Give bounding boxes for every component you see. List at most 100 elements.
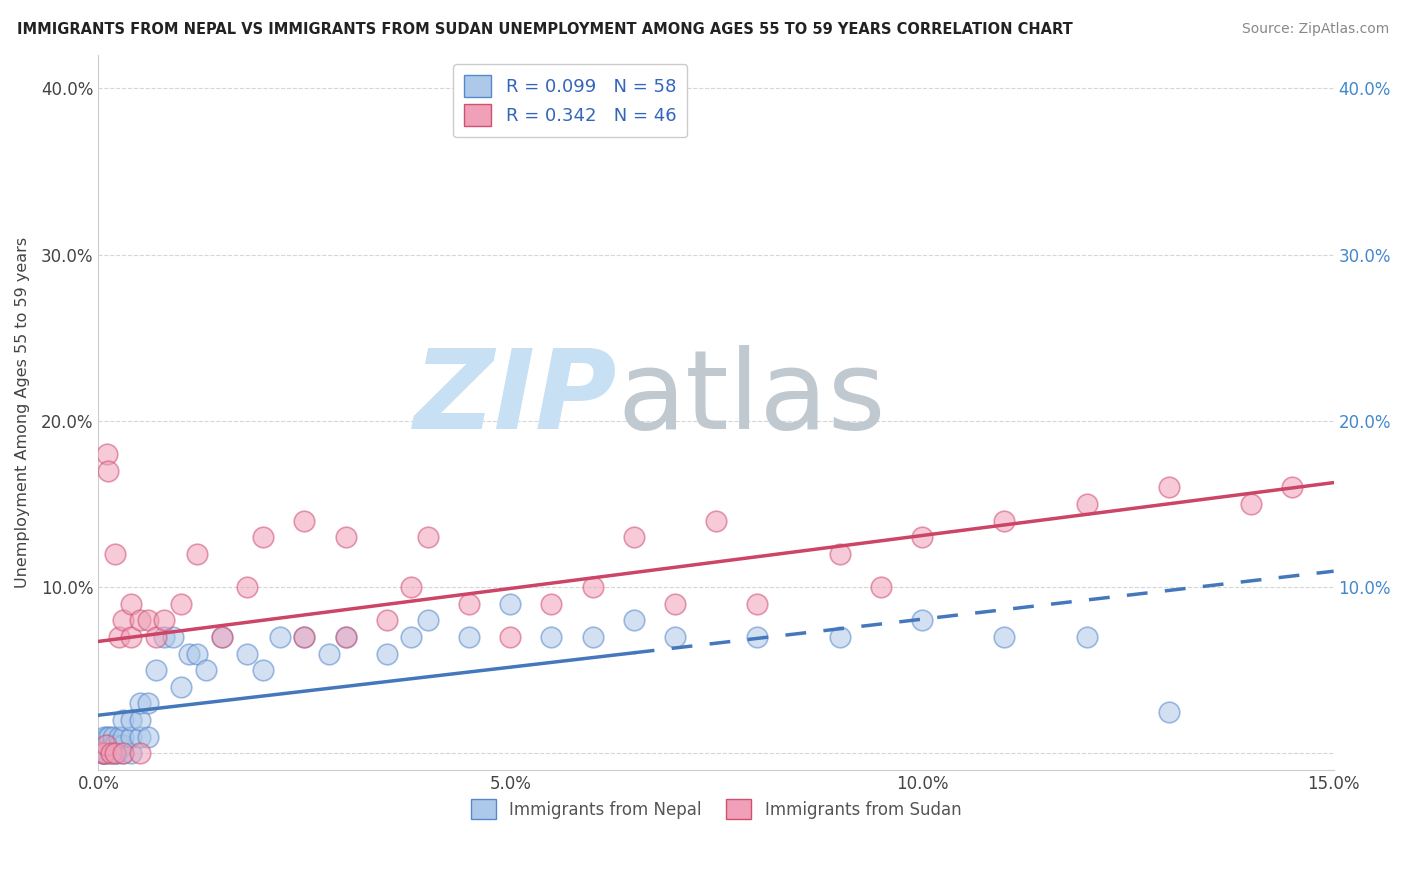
Point (112, 713, 135, 727)
Point (108, 738, 131, 752)
Point (911, 530, 934, 544)
Point (108, 730, 131, 744)
Point (1157, 705, 1180, 719)
Text: ZIP: ZIP (413, 345, 617, 451)
Point (145, 663, 167, 677)
Point (335, 530, 357, 544)
Point (153, 630, 176, 644)
Point (1240, 497, 1263, 511)
Point (416, 530, 439, 544)
Point (401, 630, 423, 644)
Point (292, 514, 315, 528)
Point (252, 530, 274, 544)
Point (186, 547, 208, 561)
Point (1076, 630, 1098, 644)
Point (97, 464, 120, 478)
Point (120, 730, 142, 744)
Point (499, 597, 522, 611)
Text: atlas: atlas (617, 345, 886, 451)
Point (623, 613, 645, 627)
Point (98, 730, 121, 744)
Point (375, 647, 398, 661)
Point (112, 738, 135, 752)
Point (170, 680, 193, 694)
Point (136, 613, 159, 627)
Point (96, 447, 118, 461)
Point (1076, 497, 1098, 511)
Point (120, 597, 142, 611)
Point (869, 580, 891, 594)
Point (292, 630, 315, 644)
Point (112, 613, 135, 627)
Point (335, 630, 357, 644)
Point (91, 747, 114, 761)
Point (401, 580, 423, 594)
Point (828, 630, 851, 644)
Point (664, 597, 686, 611)
Point (211, 630, 233, 644)
Point (93, 747, 115, 761)
Point (128, 730, 150, 744)
Point (211, 630, 233, 644)
Point (177, 647, 200, 661)
Point (104, 747, 127, 761)
Point (704, 514, 727, 528)
Point (96, 730, 118, 744)
Point (581, 580, 603, 594)
Point (103, 730, 125, 744)
Point (292, 630, 315, 644)
Point (194, 663, 217, 677)
Point (581, 630, 603, 644)
Point (747, 630, 769, 644)
Point (136, 730, 159, 744)
Point (540, 630, 562, 644)
Point (664, 630, 686, 644)
Point (94, 747, 117, 761)
Point (170, 597, 193, 611)
Point (252, 663, 274, 677)
Point (112, 730, 135, 744)
Point (335, 630, 357, 644)
Point (458, 597, 481, 611)
Point (911, 613, 934, 627)
Point (104, 547, 127, 561)
Point (153, 613, 176, 627)
Point (93, 730, 115, 744)
Point (128, 747, 150, 761)
Point (993, 514, 1015, 528)
Text: IMMIGRANTS FROM NEPAL VS IMMIGRANTS FROM SUDAN UNEMPLOYMENT AMONG AGES 55 TO 59 : IMMIGRANTS FROM NEPAL VS IMMIGRANTS FROM… (17, 22, 1073, 37)
Point (96, 747, 118, 761)
Point (375, 613, 398, 627)
Point (269, 630, 291, 644)
Point (94, 738, 117, 752)
Point (100, 738, 122, 752)
Point (235, 580, 257, 594)
Point (100, 747, 122, 761)
Point (186, 647, 208, 661)
Point (416, 613, 439, 627)
Point (235, 647, 257, 661)
Point (128, 713, 150, 727)
Point (1157, 480, 1180, 494)
Y-axis label: Unemployment Among Ages 55 to 59 years: Unemployment Among Ages 55 to 59 years (15, 237, 30, 588)
Point (162, 630, 184, 644)
Point (993, 630, 1015, 644)
Point (93, 747, 115, 761)
Point (458, 630, 481, 644)
Point (499, 630, 522, 644)
Point (145, 630, 167, 644)
Point (128, 697, 150, 711)
Point (91, 747, 114, 761)
Point (1281, 480, 1303, 494)
Point (828, 547, 851, 561)
Point (120, 630, 142, 644)
Point (747, 597, 769, 611)
Point (112, 747, 135, 761)
Point (105, 747, 128, 761)
Point (128, 613, 150, 627)
Text: Source: ZipAtlas.com: Source: ZipAtlas.com (1241, 22, 1389, 37)
Point (94, 738, 117, 752)
Point (136, 697, 159, 711)
Point (108, 630, 131, 644)
Point (104, 747, 127, 761)
